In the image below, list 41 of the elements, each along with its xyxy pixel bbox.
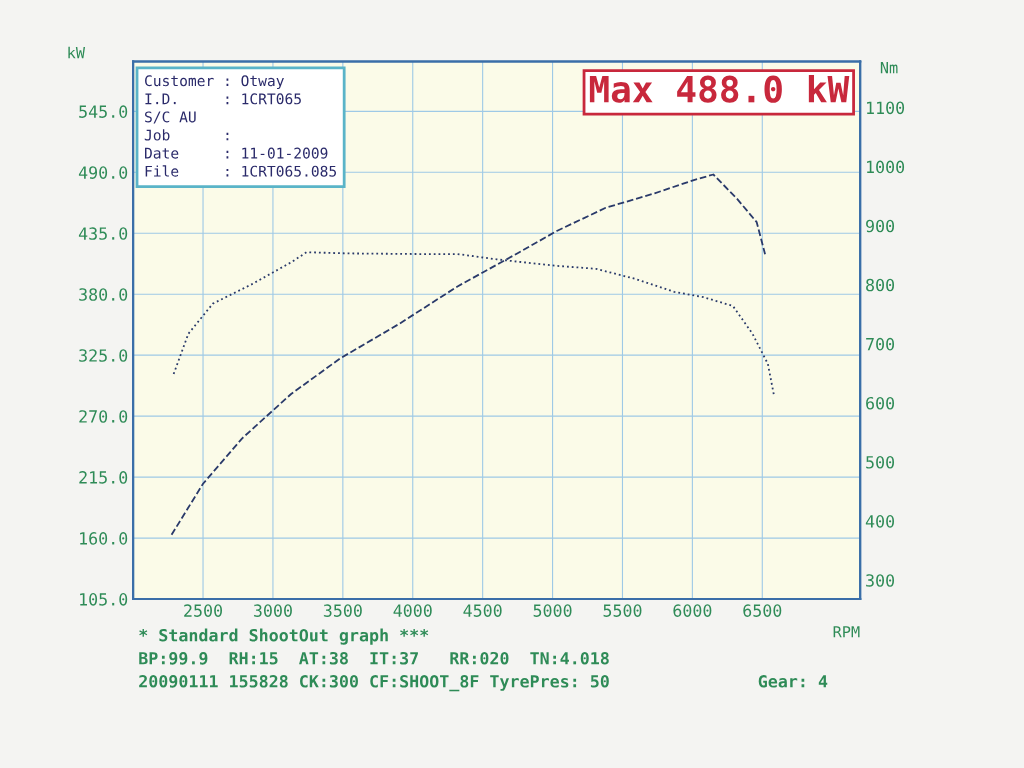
y2-tick-label: 900: [866, 219, 895, 233]
x-tick-label: 6000: [673, 604, 712, 617]
y-tick-label: 490.0: [78, 166, 128, 179]
annotation: S/C AU: [145, 111, 196, 124]
y-tick-label: 435.0: [78, 227, 128, 240]
text: Gear: 4: [758, 674, 828, 688]
x-tick-label: 5500: [603, 604, 642, 617]
y2-axis-title: Nm: [880, 61, 898, 74]
y2-tick-label: 600: [866, 396, 895, 410]
y-tick-label: 380.0: [79, 288, 128, 301]
y-tick-label: 215.0: [79, 471, 128, 484]
x-tick-label: 4000: [393, 604, 432, 617]
y-tick-label: 270.0: [79, 410, 128, 423]
y2-tick-label: 800: [866, 278, 895, 292]
x-tick-label: 4500: [463, 604, 502, 617]
text: * Standard ShootOut graph ***: [139, 628, 429, 645]
text: 20090111 155828 CK:300 CF:SHOOT_8F TyrePres: 50: [139, 674, 609, 692]
y2-tick-label: 700: [866, 337, 895, 351]
annotation: File : 1CRT065.085: [145, 165, 337, 177]
annotation: Date : 11-01-2009: [145, 147, 328, 159]
y2-tick-label: 1000: [867, 160, 905, 174]
annotation: I.D. : 1CRT065: [145, 93, 301, 105]
chart-title: Max 488.0 kW: [589, 74, 850, 103]
x-tick-label: 2500: [184, 604, 223, 617]
x-tick-label: 5000: [533, 604, 572, 617]
y-tick-label: 325.0: [79, 349, 128, 362]
y2-tick-label: 500: [866, 455, 895, 469]
y-axis-title: kW: [68, 46, 86, 59]
y2-tick-label: 300: [866, 574, 895, 587]
y-tick-label: 160.0: [80, 532, 128, 545]
x-axis-title: RPM: [833, 626, 860, 638]
y2-tick-label: 1100: [867, 101, 905, 115]
y-tick-label: 105.0: [80, 593, 128, 606]
x-tick-label: 6500: [743, 604, 782, 617]
annotation: Customer : Otway: [145, 75, 284, 90]
x-tick-label: 3500: [323, 604, 362, 617]
annotation: Job :: [144, 129, 229, 141]
y-tick-label: 545.0: [79, 105, 128, 118]
x-tick-label: 3000: [253, 604, 292, 617]
y2-tick-label: 400: [865, 515, 895, 528]
text: BP:99.9 RH:15 AT:38 IT:37 RR:020 TN:4.018: [139, 651, 609, 665]
